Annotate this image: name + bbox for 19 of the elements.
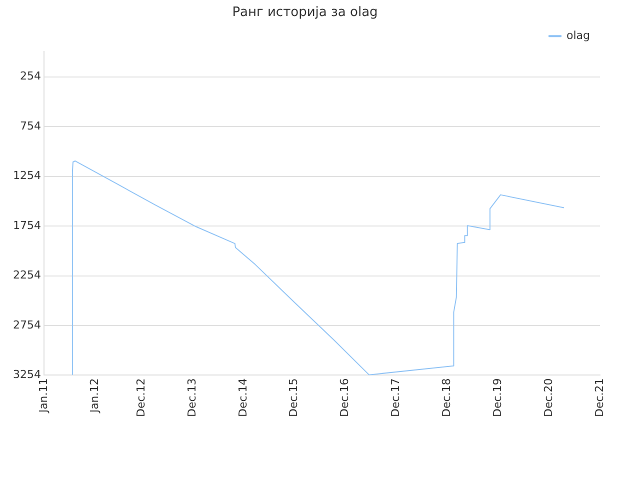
y-tick-label: 1754 xyxy=(12,218,41,232)
x-tick-label: Dec.12 xyxy=(134,378,148,417)
x-tick-label: Dec.19 xyxy=(490,378,504,417)
y-tick-label: 2254 xyxy=(12,268,41,282)
y-tick-label: 754 xyxy=(20,119,41,132)
y-tick-label: 1254 xyxy=(12,169,41,182)
chart-title: Ранг историја за olag xyxy=(232,5,378,20)
x-tick-label: Dec.13 xyxy=(185,378,198,417)
x-tick-label: Dec.16 xyxy=(338,378,352,417)
y-tick-label: 2754 xyxy=(12,318,41,332)
x-tick-label: Dec.20 xyxy=(542,378,555,417)
x-tick-label: Dec.17 xyxy=(389,378,402,417)
x-tick-label: Dec.21 xyxy=(592,378,606,417)
x-tick-label: Dec.14 xyxy=(236,378,250,417)
legend-label: olag xyxy=(566,28,590,42)
x-tick-label: Jan.12 xyxy=(88,378,101,414)
y-tick-label: 254 xyxy=(20,70,41,83)
x-tick-label: Dec.15 xyxy=(287,378,300,417)
x-tick-label: Dec.18 xyxy=(440,378,454,417)
